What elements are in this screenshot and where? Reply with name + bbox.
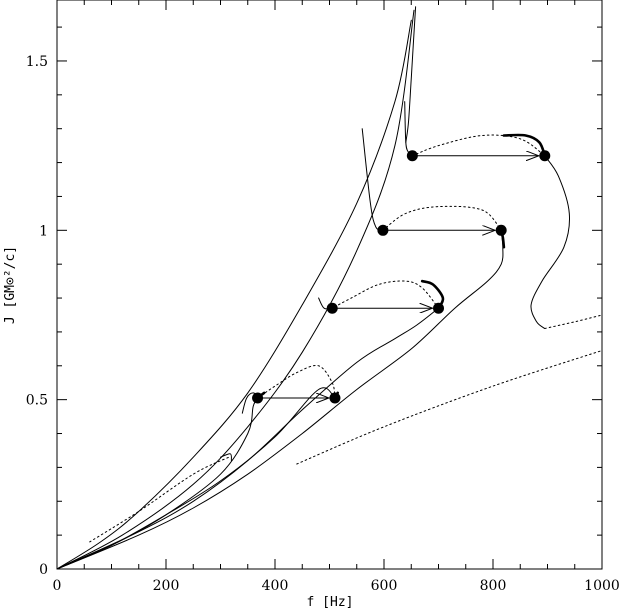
- series-line: [257, 364, 336, 399]
- series-line: [56, 19, 412, 570]
- x-tick-label: 600: [371, 578, 398, 594]
- y-tick-label: 0.5: [26, 393, 48, 409]
- x-tick-label: 400: [262, 578, 289, 594]
- series-line: [331, 280, 439, 309]
- y-tick-label: 1.5: [26, 54, 48, 70]
- data-point: [433, 302, 444, 314]
- series-line: [56, 387, 336, 570]
- series-line: [382, 205, 502, 231]
- tick-marks: [56, 0, 603, 570]
- markers: [252, 150, 551, 404]
- series-line: [361, 128, 384, 231]
- data-point: [495, 224, 507, 236]
- series-line: [56, 307, 439, 570]
- series-line: [56, 229, 504, 570]
- series-line: [220, 453, 232, 462]
- plot-frame: [56, 0, 603, 570]
- data-point: [252, 392, 264, 404]
- y-tick-label: 1: [39, 223, 48, 239]
- y-tick-labels: 0 0.5 1 1.5: [26, 54, 48, 578]
- arrows: [257, 156, 539, 398]
- series-line: [405, 6, 417, 143]
- data-point: [406, 150, 418, 162]
- x-tick-labels: 0 200 400 600 800 1000: [53, 578, 620, 594]
- data-point: [377, 224, 389, 236]
- series-line: [530, 155, 571, 329]
- x-tick-label: 1000: [584, 578, 620, 594]
- series-line: [544, 314, 603, 329]
- data-point: [329, 392, 341, 404]
- series-line: [89, 456, 230, 543]
- series-line: [56, 397, 259, 570]
- series-line: [56, 9, 415, 570]
- series-line: [502, 133, 547, 158]
- y-tick-label: 0: [39, 562, 48, 578]
- x-tick-label: 200: [153, 578, 180, 594]
- data-point: [539, 150, 551, 162]
- x-axis-label: f [Hz]: [307, 595, 354, 610]
- y-axis-label: J [GM⊙²/c]: [3, 246, 18, 324]
- series-line: [411, 134, 546, 157]
- data-point: [326, 302, 338, 314]
- series-line: [296, 350, 603, 465]
- x-tick-label: 0: [53, 578, 62, 594]
- curves: [56, 6, 603, 570]
- x-tick-label: 800: [480, 578, 507, 594]
- series-line: [404, 101, 413, 157]
